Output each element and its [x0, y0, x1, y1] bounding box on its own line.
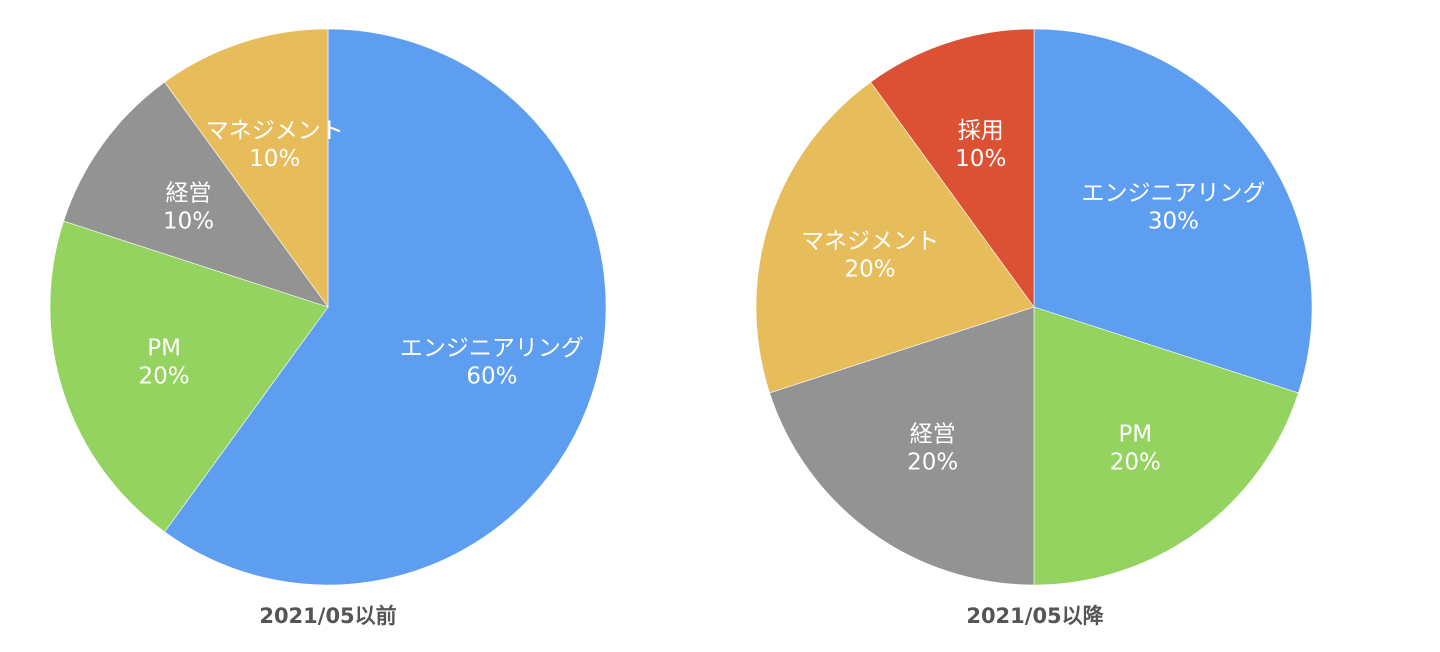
slice-label-executive: 経営: [910, 421, 956, 447]
slice-label-management: マネジメント: [801, 229, 939, 255]
slice-value-engineering: 60%: [466, 363, 517, 389]
slice-label-pm: PM: [147, 335, 181, 361]
pie-slice-management: [755, 81, 1035, 394]
slice-label-executive: 経営: [166, 181, 212, 207]
slice-value-pm: 20%: [1110, 449, 1161, 475]
slice-value-recruiting: 10%: [955, 146, 1006, 172]
slice-label-recruiting: 採用: [958, 118, 1004, 144]
pie-chart-after: エンジニアリング 30% PM 20% 経営 20% マネジメント 20% 採用 10% 2021…: [720, 0, 1440, 652]
pie-slice-pm: [1033, 306, 1299, 586]
pie-slice-engineering: [164, 28, 607, 586]
pie-slice-pm: [49, 220, 329, 533]
pie-slice-management: [164, 28, 329, 308]
chart-title: 2021/05以降: [966, 604, 1104, 628]
slice-value-executive: 20%: [907, 449, 958, 475]
slice-value-engineering: 30%: [1148, 209, 1199, 235]
slice-value-management: 20%: [845, 257, 896, 283]
slice-label-pm: PM: [1118, 421, 1152, 447]
slice-label-engineering: エンジニアリング: [400, 335, 584, 361]
pie-slice-executive: [769, 306, 1035, 586]
slice-label-management: マネジメント: [206, 118, 344, 144]
slice-value-pm: 20%: [139, 363, 190, 389]
pie-slice-executive: [63, 81, 329, 308]
pie-chart-before: エンジニアリング 60% PM 20% 経営 10% マネジメント 10% 2021/05以前: [49, 28, 607, 628]
pie-slice-recruiting: [870, 28, 1035, 308]
chart-title: 2021/05以前: [259, 604, 397, 628]
slice-value-management: 10%: [249, 146, 300, 172]
slice-label-engineering: エンジニアリング: [1081, 181, 1265, 207]
pie-slice-engineering: [1033, 28, 1313, 394]
slice-value-executive: 10%: [163, 209, 214, 235]
